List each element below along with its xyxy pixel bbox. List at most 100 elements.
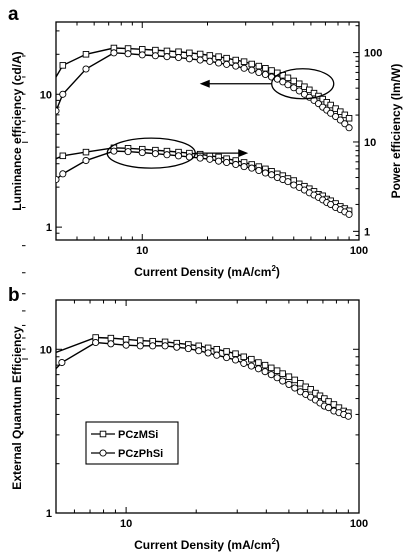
data-point xyxy=(175,48,182,55)
data-point xyxy=(268,364,275,372)
legend-marker xyxy=(99,430,107,438)
data-point xyxy=(107,340,115,348)
legend: PCzMSi PCzPhSi xyxy=(85,421,179,465)
data-point xyxy=(324,404,333,412)
data-point xyxy=(261,70,269,79)
data-point xyxy=(163,53,171,61)
panel-letter-a: a xyxy=(8,4,19,25)
data-point xyxy=(110,49,118,57)
arrowhead-right-icon xyxy=(238,149,249,158)
tick-label: 100 xyxy=(364,48,382,60)
data-point xyxy=(268,171,276,179)
data-point xyxy=(163,151,171,159)
panel-b: b 10 100 1 10 External Quantum Efficiency C… xyxy=(8,285,368,552)
tick-label: 100 xyxy=(350,245,368,257)
data-point xyxy=(59,62,67,69)
data-point xyxy=(240,163,248,171)
data-point xyxy=(261,368,269,376)
data-point xyxy=(240,359,248,367)
legend-label: PCzPhSi xyxy=(118,448,163,460)
y-axis-label-right-a: Power efficiency (lm/W) xyxy=(389,64,403,199)
data-point xyxy=(124,50,132,58)
data-point xyxy=(58,358,66,367)
data-point xyxy=(248,60,255,68)
data-point xyxy=(345,115,353,122)
data-point xyxy=(82,156,90,165)
data-point xyxy=(284,178,292,186)
legend-marker xyxy=(99,449,107,457)
tick-label: 10 xyxy=(364,137,376,149)
data-point xyxy=(56,175,60,184)
data-point xyxy=(240,353,248,361)
tick-label: 1 xyxy=(364,226,370,238)
data-point xyxy=(341,120,349,128)
data-point xyxy=(297,380,304,387)
data-point xyxy=(240,58,248,65)
data-point xyxy=(285,373,293,380)
data-point xyxy=(267,371,275,379)
data-point xyxy=(82,65,90,73)
data-point xyxy=(195,347,203,355)
data-point xyxy=(255,359,262,366)
tick-label: 1 xyxy=(46,508,52,520)
data-point xyxy=(332,112,340,121)
data-point xyxy=(196,154,204,162)
data-point xyxy=(163,47,171,55)
data-point xyxy=(262,65,269,72)
data-point xyxy=(273,374,281,382)
tick-label: 100 xyxy=(350,518,368,530)
data-point xyxy=(151,150,159,158)
data-point xyxy=(345,210,353,218)
data-point xyxy=(255,62,263,70)
data-point xyxy=(247,362,255,370)
data-point xyxy=(161,342,169,350)
data-point xyxy=(248,355,255,363)
data-point xyxy=(206,155,214,163)
data-point xyxy=(285,380,293,388)
data-point xyxy=(336,116,344,124)
data-point xyxy=(344,412,352,420)
data-point xyxy=(261,361,269,369)
data-point xyxy=(268,67,275,74)
data-point xyxy=(240,64,248,72)
data-point xyxy=(232,350,239,357)
data-point xyxy=(59,90,67,98)
data-point xyxy=(196,50,204,58)
data-point xyxy=(92,338,100,347)
data-point xyxy=(327,101,334,109)
series-line xyxy=(56,341,349,417)
series-0-square xyxy=(56,334,352,416)
series-group-b xyxy=(56,334,352,420)
data-point xyxy=(206,57,214,65)
series-group-a xyxy=(56,44,353,218)
data-point xyxy=(124,148,132,156)
data-point xyxy=(291,376,299,384)
data-point xyxy=(215,59,223,67)
data-point xyxy=(213,351,221,359)
data-point xyxy=(213,346,220,353)
legend-item: PCzMSi xyxy=(91,429,158,441)
data-point xyxy=(204,349,212,357)
plot-frame-b xyxy=(55,299,360,514)
legend-label: PCzMSi xyxy=(118,429,158,441)
data-point xyxy=(139,46,146,53)
arrowhead-left-icon xyxy=(199,79,210,88)
data-point xyxy=(223,348,230,355)
data-point xyxy=(136,342,144,350)
data-point xyxy=(185,55,193,63)
data-point xyxy=(327,109,335,117)
tick-label: 10 xyxy=(40,89,52,101)
data-point xyxy=(295,87,303,95)
data-point xyxy=(82,51,90,58)
data-point xyxy=(196,56,204,64)
data-point xyxy=(184,345,192,353)
data-point xyxy=(307,386,314,393)
data-point xyxy=(284,74,292,82)
data-point xyxy=(306,86,313,94)
data-point xyxy=(291,384,299,392)
data-point xyxy=(255,166,263,175)
axes-ticks-b: 10 100 1 10 xyxy=(40,299,368,530)
data-point xyxy=(254,365,262,373)
x-axis-label-b: Current Density (mA/cm2) xyxy=(134,537,280,552)
series-line xyxy=(56,52,350,129)
